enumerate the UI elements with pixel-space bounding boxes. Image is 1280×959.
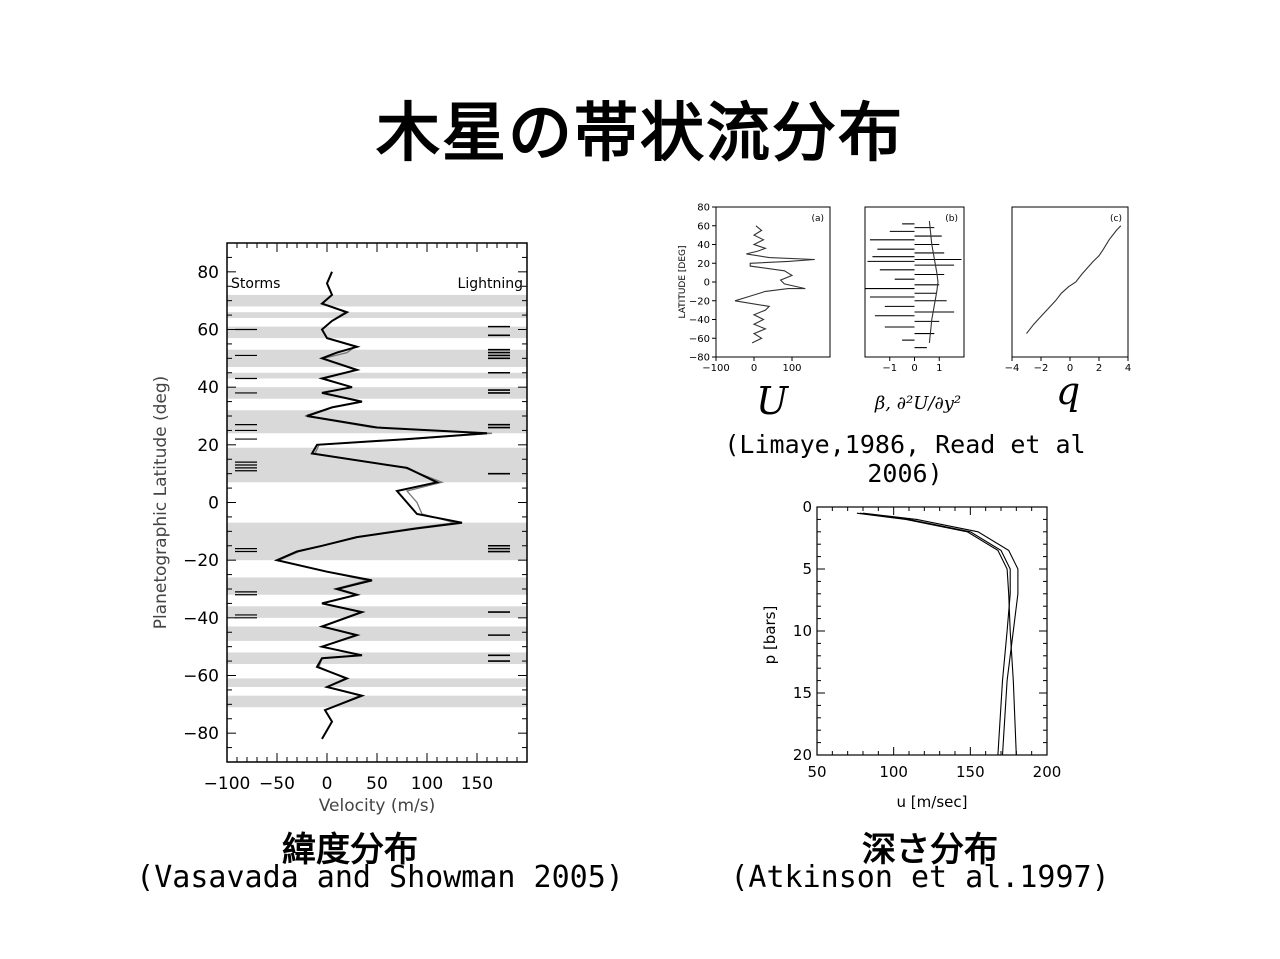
belt-band	[227, 577, 527, 595]
belt-band	[227, 294, 527, 307]
belt-band	[227, 387, 527, 399]
x-tick-label: −100	[702, 363, 729, 374]
y-tick-label: 80	[697, 203, 710, 214]
belt-band	[227, 652, 527, 664]
y-tick-label: 20	[197, 436, 219, 456]
x-tick-label: 100	[411, 774, 443, 794]
y-tick-label: 0	[704, 278, 710, 289]
panel-line	[928, 221, 939, 343]
panel-line	[1026, 225, 1122, 334]
x-tick-label: 50	[366, 774, 388, 794]
panel-frame	[864, 206, 965, 358]
lightning-label: Lightning	[458, 276, 523, 292]
x-axis-label: Velocity (m/s)	[319, 796, 436, 816]
left-citation: (Vasavada and Showman 2005)	[136, 860, 624, 895]
y-tick-label: −40	[183, 609, 219, 629]
y-tick-label: 10	[793, 622, 812, 640]
limaye-read-panels: −100 0 100(a)806040200−20−40−60−80LATITUDE…	[678, 203, 1131, 424]
depth-profile-line	[859, 512, 1011, 756]
y-tick-label: −40	[689, 315, 710, 326]
x-tick-label: 0	[1067, 363, 1073, 374]
depth-profile-line	[862, 512, 1019, 756]
y-tick-label: −80	[689, 353, 710, 364]
x-tick-label: 150	[461, 774, 493, 794]
symbol-q: q	[1056, 369, 1080, 413]
x-tick-label: 0	[322, 774, 333, 794]
y-tick-label: 60	[697, 221, 710, 232]
y-tick-label: −80	[183, 724, 219, 744]
right-top-citation: (Limaye,1986, Read et al 2006)	[724, 430, 1086, 488]
y-axis-label: Planetographic Latitude (deg)	[151, 376, 171, 630]
x-tick-label: 100	[879, 763, 908, 781]
y-tick-label: 0	[802, 498, 812, 516]
belt-band	[227, 678, 527, 688]
y-axis-label: p [bars]	[761, 606, 779, 665]
x-axis-label: u [m/sec]	[897, 793, 968, 811]
x-tick-label: 2	[1096, 363, 1102, 374]
x-tick-label: 50	[807, 763, 826, 781]
storms-label: Storms	[231, 276, 280, 292]
y-tick-label: 40	[197, 378, 219, 398]
belt-band	[227, 522, 527, 561]
x-tick-label: 0	[751, 363, 757, 374]
belt-band	[227, 626, 527, 641]
x-tick-label: 200	[1033, 763, 1062, 781]
belt-band	[227, 349, 527, 367]
velocity-line	[273, 271, 488, 740]
belt-band	[227, 312, 527, 318]
x-tick-label: −1	[882, 363, 897, 374]
x-tick-label: 100	[782, 363, 801, 374]
belt-band	[227, 372, 527, 379]
x-tick-label: −2	[1034, 363, 1049, 374]
y-tick-label: 60	[197, 321, 219, 341]
panel-label: (a)	[811, 214, 824, 224]
x-tick-label: 1	[936, 363, 942, 374]
x-tick-label: −50	[259, 774, 295, 794]
panel-frame	[715, 206, 831, 358]
velocity-line-gray	[276, 271, 493, 740]
x-tick-label: 0	[911, 363, 917, 374]
panel-label: (c)	[1110, 214, 1122, 224]
symbol-beta: β, ∂²U/∂y²	[874, 393, 961, 414]
zonal-wind-latitude-chart: −100 −50 0 50 100 150 −80 −60 −40 −20 0 20 40 60 80 Vel…	[151, 242, 528, 816]
slide-title: 木星の帯状流分布	[376, 97, 904, 171]
y-tick-label: 40	[697, 240, 710, 251]
belt-band	[227, 447, 527, 483]
y-tick-label: 20	[793, 746, 812, 764]
belt-band	[227, 326, 527, 339]
y-tick-label: 20	[697, 259, 710, 270]
depth-profile-line	[856, 512, 1017, 756]
belt-band	[227, 695, 527, 708]
y-axis-label: LATITUDE [DEG]	[678, 245, 688, 318]
belt-band	[227, 606, 527, 618]
x-tick-label: 150	[956, 763, 985, 781]
panel-line	[734, 225, 815, 344]
panel-frame	[1011, 206, 1129, 358]
y-tick-label: −60	[183, 667, 219, 687]
belt-band	[227, 410, 527, 434]
y-tick-label: 80	[197, 263, 219, 283]
right-bottom-citation: (Atkinson et al.1997)	[730, 860, 1110, 895]
x-tick-label: −100	[204, 774, 251, 794]
atkinson-depth-chart: 50 100 150 200 0 5 10 15 20 u [m/sec] p [bars]	[761, 498, 1062, 811]
y-tick-label: 15	[793, 684, 812, 702]
y-tick-label: 5	[802, 560, 812, 578]
right-bottom-caption-jp: 深さ分布	[862, 830, 998, 870]
x-tick-label: 4	[1125, 363, 1131, 374]
left-caption-jp: 緯度分布	[282, 830, 418, 870]
plot-frame	[816, 506, 1048, 756]
panel-label: (b)	[945, 214, 958, 224]
symbol-U: U	[756, 379, 790, 423]
y-tick-label: −60	[689, 334, 710, 345]
x-tick-label: −4	[1005, 363, 1020, 374]
y-tick-label: −20	[689, 296, 710, 307]
y-tick-label: −20	[183, 551, 219, 571]
y-tick-label: 0	[208, 494, 219, 514]
